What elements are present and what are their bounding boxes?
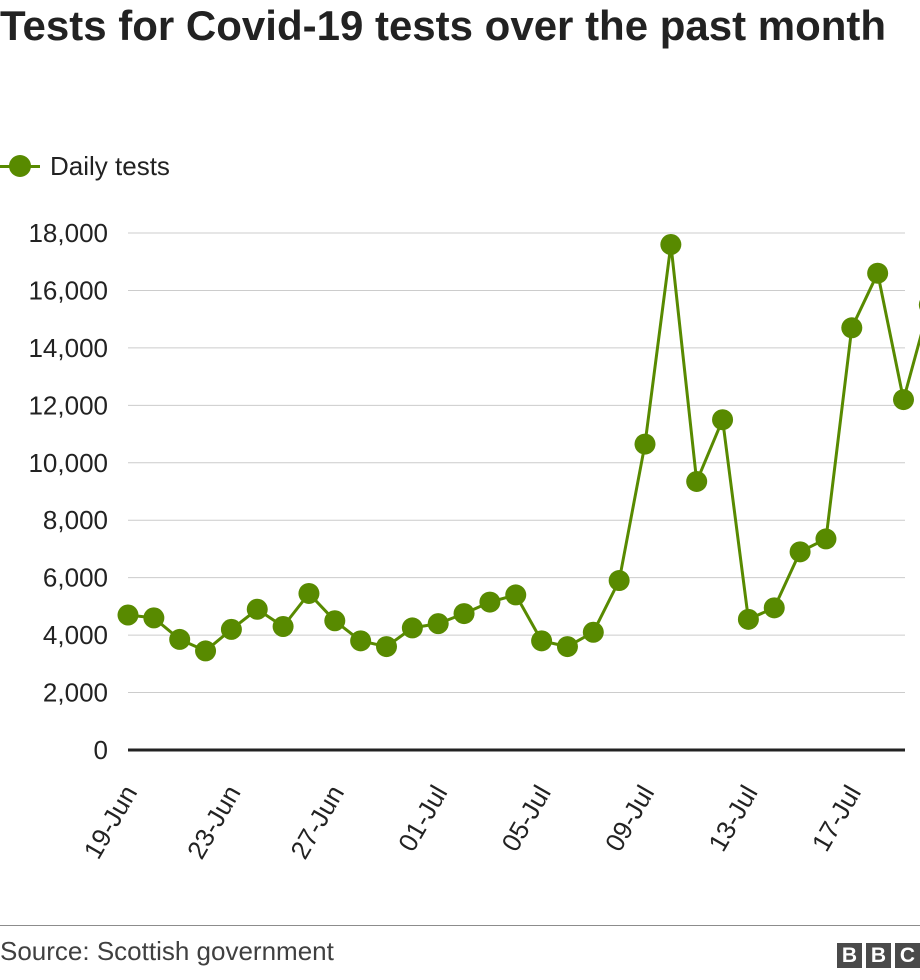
y-tick-label: 18,000 [28,218,108,248]
data-point [505,584,527,606]
x-tick-label: 27-Jun [284,780,350,864]
data-point [350,630,372,652]
data-point [737,608,759,630]
y-tick-label: 2,000 [43,678,108,708]
data-point [272,615,294,637]
data-point [220,618,242,640]
data-point [376,636,397,658]
x-axis-tick-labels: 19-Jun 23-Jun 27-Jun 01-Jul 05-Jul 09-Jul 13-J… [77,780,867,864]
source-note: Source: Scottish government [0,936,334,966]
legend-label-daily-tests: Daily tests [50,150,170,181]
series-daily-tests [117,233,920,662]
y-tick-label: 6,000 [43,563,108,593]
data-point [893,389,914,411]
data-point [324,610,346,632]
legend-line-marker-icon [0,146,42,186]
data-point [169,628,191,650]
data-point [556,636,578,658]
footer-divider [0,925,920,926]
data-point [453,603,475,625]
y-tick-label: 10,000 [28,448,108,478]
data-point [867,262,889,284]
y-tick-label: 12,000 [28,390,108,420]
data-point [815,528,837,550]
y-tick-label: 16,000 [28,275,108,305]
x-tick-label: 13-Jul [702,780,763,856]
data-point [841,317,863,339]
x-tick-label: 23-Jun [181,780,247,864]
gridlines [128,232,905,694]
data-point [686,470,708,492]
data-point [608,570,630,592]
data-point [117,604,139,626]
data-point [763,597,785,619]
data-point [712,409,734,431]
x-tick-label: 17-Jul [806,780,867,856]
data-point [143,607,165,629]
x-tick-label: 01-Jul [392,780,453,856]
chart-title: Tests for Covid-19 tests over the past m… [0,2,887,49]
data-point [789,541,811,563]
data-point [660,233,682,255]
x-tick-label: 09-Jul [599,780,660,856]
data-point [479,591,501,613]
data-point [531,630,553,652]
legend: Daily tests [0,146,170,186]
y-axis-tick-labels: 0 2,000 4,000 6,000 8,000 10,000 12,000 14,000 1… [28,218,108,765]
x-tick-label: 05-Jul [495,780,556,856]
data-point [427,613,449,635]
data-point [634,433,656,455]
y-tick-label: 8,000 [43,505,108,535]
data-point [195,640,217,662]
y-tick-label: 4,000 [43,620,108,650]
data-point [298,582,320,604]
data-point [401,617,423,639]
bbc-logo-letter: C [895,943,920,968]
y-tick-label: 14,000 [28,333,108,363]
data-point [246,598,268,620]
y-tick-label: 0 [94,735,108,765]
line-chart: 0 2,000 4,000 6,000 8,000 10,000 12,000 14,000 1… [28,218,920,864]
bbc-logo-letter: B [837,943,862,968]
bbc-logo-letter: B [866,943,891,968]
bbc-logo: B B C [837,943,920,968]
data-point [582,621,604,643]
x-tick-label: 19-Jun [77,780,143,864]
